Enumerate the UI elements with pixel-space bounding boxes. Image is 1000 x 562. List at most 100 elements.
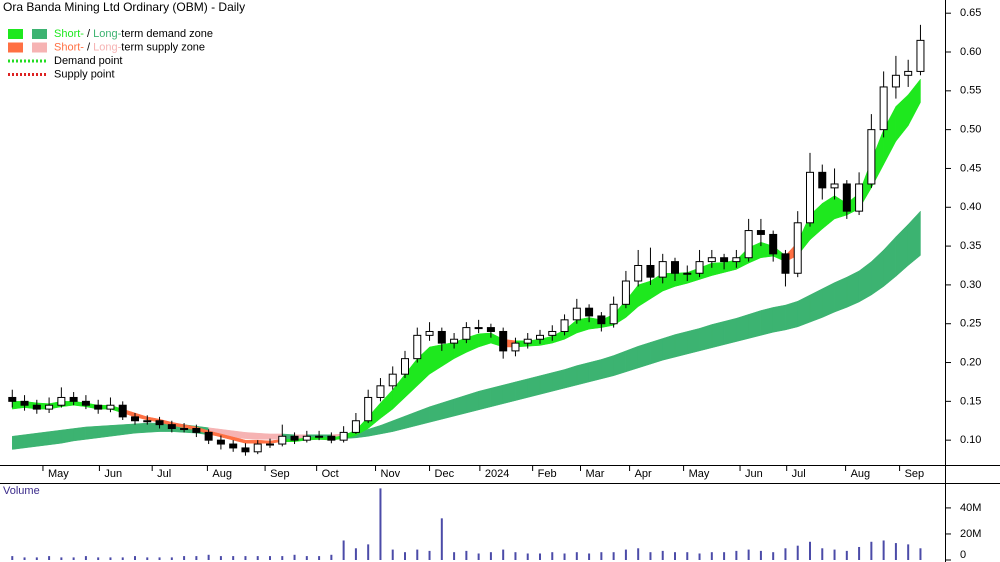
long-zone-segment xyxy=(576,362,590,386)
x-tick-label: 2024 xyxy=(485,468,509,480)
long-zone-segment xyxy=(797,294,811,328)
candle-body xyxy=(732,257,741,263)
long-zone-segment xyxy=(699,324,713,352)
long-zone-segment xyxy=(429,402,443,423)
candle-body xyxy=(609,303,618,325)
candle-body xyxy=(192,428,201,433)
candle-body xyxy=(486,327,495,332)
volume-layer: 0 20M 40M xyxy=(11,488,981,561)
short-zone-segment xyxy=(822,195,835,230)
x-tick-label: Dec xyxy=(435,468,455,480)
volume-bar xyxy=(170,557,173,560)
x-tick-label: May xyxy=(689,468,710,480)
long-zone-segment xyxy=(417,406,430,426)
candle-body xyxy=(671,261,679,274)
candle-body xyxy=(683,272,692,275)
long-zone-segment xyxy=(871,249,884,296)
volume-bar xyxy=(698,553,701,560)
long-zone-segment xyxy=(687,328,700,355)
volume-bar xyxy=(919,548,922,560)
candle-body xyxy=(81,400,90,406)
candle-body xyxy=(388,373,397,387)
candle-body xyxy=(118,404,127,418)
volume-bar xyxy=(305,556,308,560)
volume-bar xyxy=(845,550,848,560)
long-zone-segment xyxy=(502,381,516,404)
x-tick-label: Jul xyxy=(792,468,806,480)
y-tick-label: 0.10 xyxy=(960,434,981,446)
long-zone-segment xyxy=(662,334,676,361)
candle-body xyxy=(229,443,238,449)
candle-body xyxy=(253,443,262,453)
candle-body xyxy=(867,129,876,185)
long-zone-segment xyxy=(736,314,749,342)
legend-label-part: Short- xyxy=(54,28,84,40)
candle-body xyxy=(413,334,422,360)
long-zone-segment xyxy=(490,384,504,408)
volume-bar xyxy=(575,552,578,560)
short-zone-segment xyxy=(441,342,455,367)
candle-body xyxy=(364,396,373,422)
candle-body xyxy=(781,253,790,274)
volume-bar xyxy=(759,550,762,560)
long-zone-segment xyxy=(36,431,50,447)
candle-body xyxy=(302,435,311,441)
volume-bar xyxy=(416,549,419,560)
volume-bar xyxy=(232,556,235,560)
long-zone-segment xyxy=(637,342,651,369)
x-tick-label: Jun xyxy=(745,468,763,480)
candle-body xyxy=(744,230,753,259)
y-tick-label: 0.50 xyxy=(960,124,981,136)
volume-bar xyxy=(612,552,615,560)
long-zone-segment xyxy=(785,300,798,331)
candle-body xyxy=(462,327,471,340)
y-tick-label: 0.55 xyxy=(960,85,981,97)
long-zone-segment xyxy=(134,422,148,434)
candle-body xyxy=(32,404,41,410)
volume-bar xyxy=(907,544,910,560)
volume-bar xyxy=(526,553,529,560)
volume-bar xyxy=(710,552,713,560)
volume-bar xyxy=(48,556,51,560)
long-zone-segment xyxy=(772,304,786,333)
long-zone-segment xyxy=(760,307,774,336)
x-tick-label: Mar xyxy=(586,468,605,480)
volume-bar xyxy=(649,552,652,560)
volume-bar xyxy=(195,556,198,560)
volume-bar xyxy=(600,552,603,560)
candle-body xyxy=(523,338,532,344)
x-tick-label: Aug xyxy=(851,468,871,480)
candle-body xyxy=(695,261,704,274)
short-zone-segment xyxy=(907,78,921,126)
legend-label-part: Long- xyxy=(93,41,121,53)
y-tick-label: 0.30 xyxy=(960,279,981,291)
volume-bar xyxy=(551,552,554,560)
long-zone-segment xyxy=(404,411,418,429)
candles-layer xyxy=(8,24,925,456)
legend-label-part: term demand zone xyxy=(121,28,213,40)
legend-swatch xyxy=(32,29,47,39)
x-tick-label: Aug xyxy=(212,468,232,480)
volume-bar xyxy=(244,556,247,560)
legend-swatch xyxy=(8,29,23,39)
y-tick-label: 0.20 xyxy=(960,356,981,368)
candle-body xyxy=(634,264,643,282)
long-zone-segment xyxy=(527,375,541,398)
volume-bar xyxy=(23,557,26,560)
candle-body xyxy=(646,264,655,278)
candle-body xyxy=(69,396,78,402)
legend-label: Supply point xyxy=(54,68,115,80)
long-zone-segment xyxy=(748,310,762,339)
long-zone-segment xyxy=(48,429,62,446)
long-zone-segment xyxy=(895,223,909,277)
long-zone-segment xyxy=(61,428,74,444)
candle-body xyxy=(904,70,913,76)
volume-bar xyxy=(84,556,87,560)
volume-bar xyxy=(747,549,750,560)
long-zone-segment xyxy=(539,372,553,395)
volume-bar xyxy=(502,549,505,560)
volume-bar xyxy=(894,543,897,560)
candle-body xyxy=(216,439,225,445)
y-tick-label: 0.35 xyxy=(960,240,981,252)
